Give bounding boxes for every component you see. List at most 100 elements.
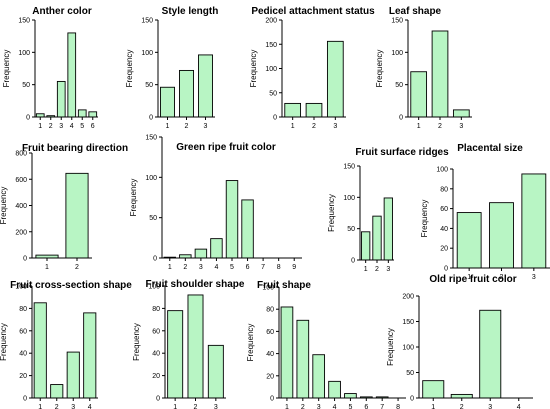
x-tick-label: 4 — [333, 404, 337, 409]
x-tick-label: 3 — [532, 274, 536, 281]
y-tick-label: 60 — [19, 328, 27, 335]
y-tick-label: 50 — [269, 90, 277, 97]
x-tick-label: 1 — [417, 123, 421, 130]
chart-panel-7: Placental size Frequency 0 20 40 60 80 100 1 2 3 — [420, 143, 550, 281]
x-tick-label: 3 — [333, 123, 337, 130]
y-axis-label: Frequency — [0, 323, 8, 361]
y-tick-label: 150 — [343, 164, 355, 171]
y-axis-label: Frequency — [246, 324, 255, 362]
x-tick-label: 1 — [291, 123, 295, 130]
y-axis-label: Frequency — [375, 50, 384, 88]
y-tick-label: 50 — [406, 370, 414, 377]
x-tick-label: 7 — [380, 404, 384, 409]
bar-1 — [361, 231, 371, 261]
bar-2 — [50, 384, 64, 399]
bar-3 — [198, 54, 213, 118]
y-tick-label: 100 — [148, 284, 160, 291]
chart-title: Fruit bearing direction — [22, 143, 128, 154]
y-axis-label: Frequency — [249, 50, 258, 88]
x-tick-label: 6 — [364, 404, 368, 409]
bar-5 — [344, 393, 357, 399]
bar-2 — [179, 69, 194, 118]
y-tick-label: 20 — [19, 373, 27, 380]
x-tick-label: 2 — [438, 123, 442, 130]
chart-panel-11: Old ripe fruit color Frequency 0 50 100 150 20… — [386, 274, 533, 409]
bar-1 — [422, 380, 445, 399]
y-tick-label: 600 — [15, 177, 27, 184]
y-tick-label: 150 — [145, 135, 157, 142]
chart-panel-0: Anther color Frequency 0 50 100 150 1 2 3 4 5 6 — [2, 6, 98, 130]
y-tick-label: 0 — [153, 256, 157, 263]
bar-3 — [452, 109, 470, 118]
x-tick-label: 5 — [230, 264, 234, 271]
bar-2 — [305, 102, 323, 118]
y-tick-label: 400 — [15, 203, 27, 210]
x-tick-label: 1 — [38, 123, 42, 130]
x-tick-label: 6 — [246, 264, 250, 271]
x-tick-label: 1 — [166, 123, 170, 130]
y-tick-label: 0 — [273, 115, 277, 122]
bar-2 — [65, 172, 89, 259]
x-tick-label: 1 — [173, 404, 177, 409]
chart-title: Fruit surface ridges — [355, 147, 449, 158]
y-tick-label: 100 — [343, 195, 355, 202]
bar-3 — [326, 40, 344, 118]
chart-title: Placental size — [457, 143, 523, 154]
y-tick-label: 60 — [266, 329, 274, 336]
y-tick-label: 150 — [402, 319, 414, 326]
y-tick-label: 200 — [402, 294, 414, 301]
x-tick-label: 2 — [194, 404, 198, 409]
y-tick-label: 80 — [19, 306, 27, 313]
x-tick-label: 3 — [488, 404, 492, 409]
x-tick-label: 2 — [55, 404, 59, 409]
y-tick-label: 100 — [15, 284, 27, 291]
bar-1 — [33, 302, 47, 399]
x-tick-label: 1 — [467, 274, 471, 281]
y-tick-label: 150 — [391, 18, 403, 25]
y-axis-label: Frequency — [386, 328, 395, 366]
chart-panel-1: Style length Frequency 0 50 100 150 1 2 3 — [125, 6, 218, 130]
chart-title: Fruit shape — [257, 280, 311, 291]
y-tick-label: 100 — [436, 167, 448, 174]
y-tick-label: 0 — [149, 115, 153, 122]
x-tick-label: 6 — [91, 123, 95, 130]
x-tick-label: 3 — [459, 123, 463, 130]
y-axis-label: Frequency — [125, 50, 134, 88]
y-tick-label: 0 — [156, 396, 160, 403]
y-tick-label: 0 — [410, 396, 414, 403]
y-tick-label: 100 — [145, 175, 157, 182]
bar-2 — [296, 319, 310, 399]
y-axis-label: Frequency — [327, 194, 336, 232]
x-tick-label: 2 — [375, 266, 379, 273]
bar-2 — [431, 30, 449, 118]
x-tick-label: 4 — [70, 123, 74, 130]
x-tick-label: 1 — [168, 264, 172, 271]
y-tick-label: 20 — [152, 373, 160, 380]
x-tick-label: 8 — [277, 264, 281, 271]
chart-panel-5: Green ripe fruit color Frequency 0 50 100 150… — [129, 135, 302, 271]
bar-3 — [207, 344, 224, 399]
y-tick-label: 200 — [15, 229, 27, 236]
chart-title: Green ripe fruit color — [176, 142, 276, 153]
x-tick-label: 1 — [431, 404, 435, 409]
chart-title: Old ripe fruit color — [429, 274, 516, 285]
bar-4 — [83, 312, 97, 399]
y-tick-label: 50 — [395, 82, 403, 89]
bar-3 — [66, 351, 80, 399]
y-axis-label: Frequency — [2, 50, 11, 88]
x-tick-label: 2 — [49, 123, 53, 130]
chart-panel-4: Fruit bearing direction Frequency 0 200 400 6… — [0, 143, 128, 271]
y-tick-label: 50 — [145, 82, 153, 89]
x-tick-label: 2 — [460, 404, 464, 409]
y-tick-label: 20 — [440, 246, 448, 253]
y-tick-label: 100 — [402, 345, 414, 352]
bar-3 — [56, 80, 66, 118]
chart-title: Style length — [162, 6, 219, 17]
y-tick-label: 80 — [440, 186, 448, 193]
y-tick-label: 100 — [265, 66, 277, 73]
bar-4 — [328, 380, 341, 399]
x-tick-label: 2 — [500, 274, 504, 281]
y-tick-label: 40 — [152, 351, 160, 358]
y-axis-label: Frequency — [132, 323, 141, 361]
